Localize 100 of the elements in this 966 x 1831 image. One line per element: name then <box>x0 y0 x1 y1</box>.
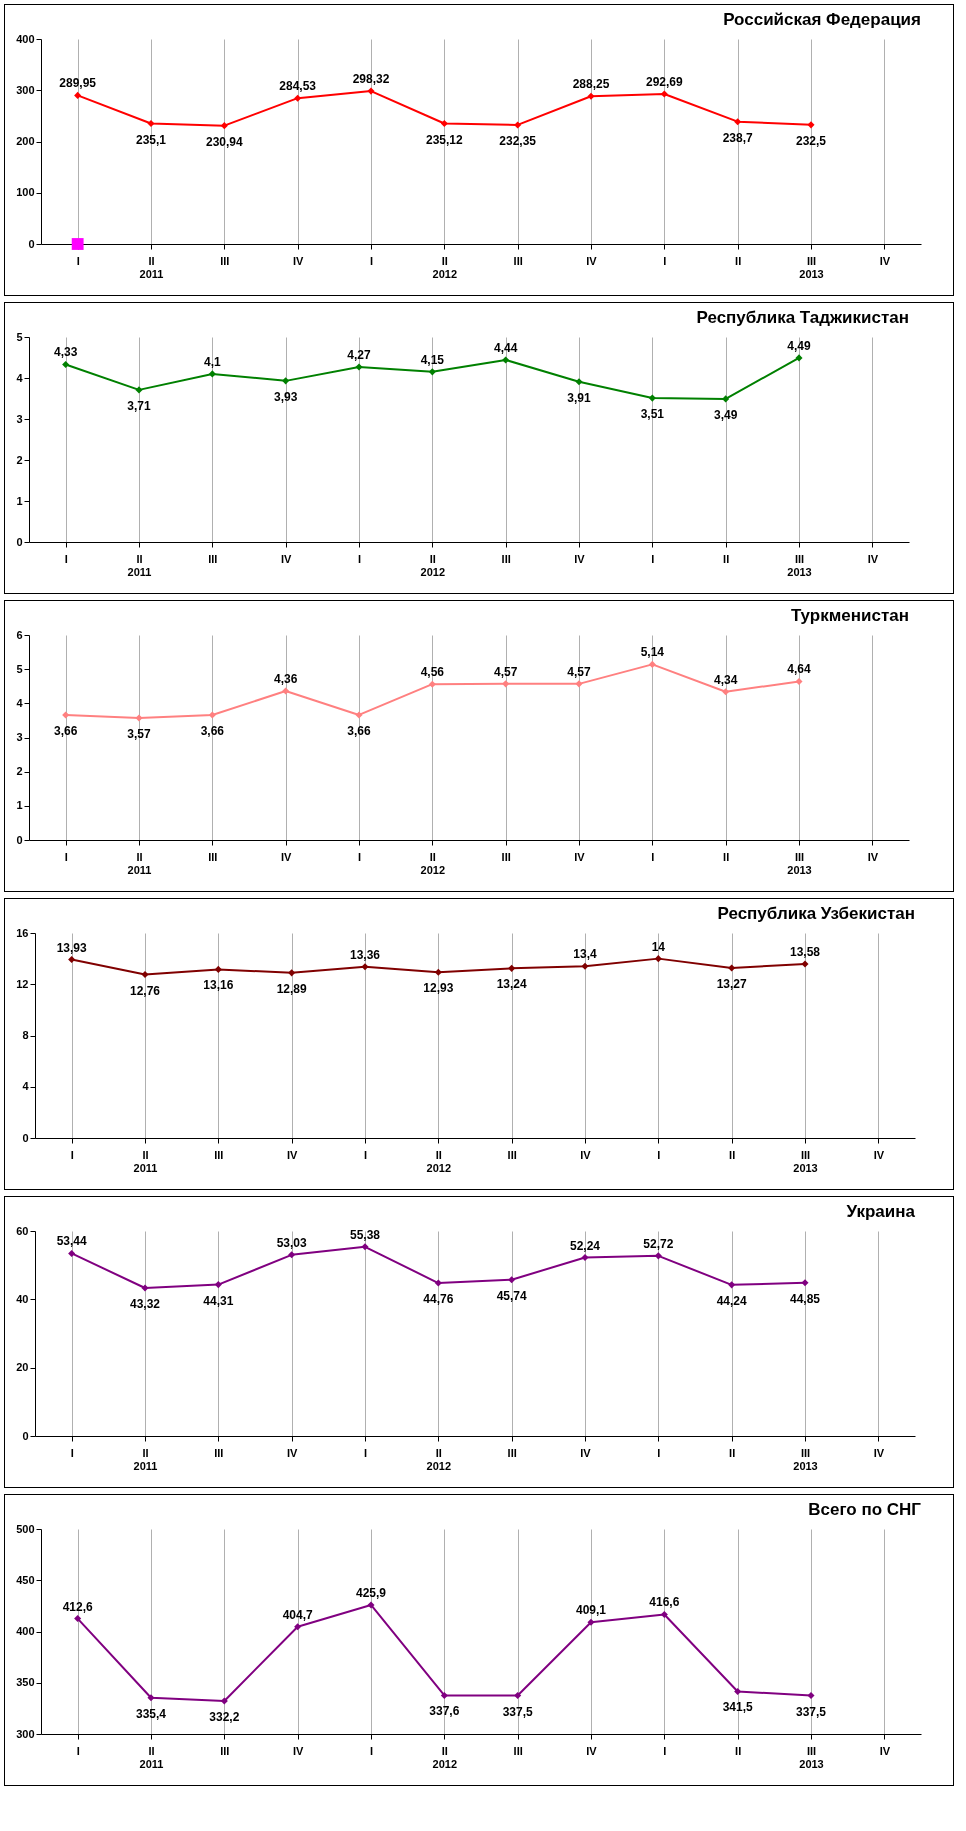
y-tick-label: 2 <box>16 453 23 466</box>
data-label: 4,27 <box>347 347 371 362</box>
chart-title: Всего по СНГ <box>808 1500 922 1519</box>
x-tick-label: II 2011 <box>127 850 152 876</box>
chart-title: Республика Узбекистан <box>717 904 915 923</box>
x-tick-label: IV <box>586 254 598 267</box>
data-label: 4,15 <box>420 352 445 367</box>
point <box>502 680 510 688</box>
point <box>367 1601 375 1609</box>
x-tick-label: I <box>363 1148 368 1161</box>
x-tick-label: III <box>208 850 218 863</box>
y-tick-label: 40 <box>16 1292 29 1305</box>
data-label: 4,33 <box>53 345 78 360</box>
data-label: 44,31 <box>203 1293 234 1308</box>
data-label: 409,1 <box>575 1603 607 1618</box>
data-label: 4,49 <box>787 338 811 353</box>
point <box>428 680 436 688</box>
point <box>428 368 436 376</box>
point <box>141 1284 149 1292</box>
point <box>728 964 736 972</box>
x-tick-label: IV <box>873 1446 885 1459</box>
point <box>135 386 143 394</box>
point <box>502 356 510 364</box>
data-label: 288,25 <box>572 77 610 92</box>
data-label: 12,76 <box>129 983 161 998</box>
data-label: 55,38 <box>349 1227 381 1242</box>
data-label: 337,5 <box>502 1704 534 1719</box>
point <box>734 118 742 126</box>
point <box>660 1610 668 1619</box>
point <box>581 1253 589 1262</box>
x-tick-label: IV <box>574 850 586 863</box>
data-label: 52,72 <box>643 1236 674 1251</box>
data-label: 5,14 <box>640 645 665 660</box>
x-tick-label: II 2012 <box>420 552 446 578</box>
y-tick-label: 6 <box>16 628 23 641</box>
data-label: 337,5 <box>795 1704 827 1719</box>
point <box>68 1249 76 1257</box>
data-label: 3,49 <box>713 407 738 422</box>
x-tick-label: I <box>363 1446 368 1459</box>
data-label: 232,5 <box>795 133 827 148</box>
data-label: 238,7 <box>722 130 754 145</box>
x-tick-label: III 2013 <box>793 1446 818 1472</box>
x-tick-label: I <box>651 552 655 565</box>
x-tick-label: IV <box>879 254 891 267</box>
point <box>654 1252 662 1260</box>
point <box>282 687 290 695</box>
x-tick-label: II <box>735 1744 742 1757</box>
data-label: 3,57 <box>127 727 151 742</box>
y-tick-label: 1 <box>16 494 23 507</box>
point <box>648 394 656 402</box>
data-label: 53,44 <box>56 1234 88 1249</box>
x-tick-label: III <box>501 850 511 863</box>
x-tick-label: III <box>214 1148 224 1161</box>
y-tick-label: 4 <box>16 371 24 384</box>
data-label: 4,64 <box>787 662 811 677</box>
data-label: 3,93 <box>273 389 298 404</box>
point <box>795 677 803 685</box>
x-tick-label: II <box>723 850 730 863</box>
data-label: 52,24 <box>569 1238 601 1253</box>
point <box>355 363 363 371</box>
data-label: 4,1 <box>203 354 221 369</box>
chart-title: Республика Таджикистан <box>696 308 909 327</box>
point <box>434 1279 442 1287</box>
data-label: 45,74 <box>496 1288 528 1303</box>
y-tick-label: 5 <box>16 662 23 675</box>
x-tick-label: IV <box>286 1446 299 1459</box>
x-tick-label: IV <box>574 552 586 565</box>
data-label: 232,35 <box>499 133 537 148</box>
data-label: 4,44 <box>493 340 518 355</box>
x-tick-label: II 2011 <box>133 1446 158 1472</box>
point <box>508 1276 516 1284</box>
x-tick-label: I <box>369 254 374 267</box>
x-tick-label: IV <box>867 552 879 565</box>
x-tick-label: III 2013 <box>787 552 812 578</box>
data-label: 425,9 <box>355 1585 387 1600</box>
data-label: 3,71 <box>127 398 151 413</box>
x-tick-label: II 2011 <box>139 1744 164 1770</box>
data-label: 13,36 <box>349 947 381 962</box>
x-tick-label: III 2013 <box>799 254 824 280</box>
data-label: 284,53 <box>279 79 317 94</box>
point <box>220 1697 228 1705</box>
data-label: 4,57 <box>493 664 518 679</box>
point <box>514 121 522 129</box>
data-label: 3,51 <box>640 407 665 422</box>
point <box>147 1694 155 1702</box>
point <box>294 94 302 102</box>
data-label: 3,66 <box>53 723 78 738</box>
data-label: 341,5 <box>722 1700 754 1715</box>
x-tick-label: II 2012 <box>420 850 446 876</box>
x-tick-label: IV <box>580 1446 592 1459</box>
point <box>147 119 155 128</box>
point <box>141 970 149 979</box>
x-tick-label: III 2013 <box>799 1744 824 1770</box>
x-tick-label: III <box>513 1744 523 1757</box>
point <box>214 965 222 973</box>
data-label: 235,1 <box>135 132 167 147</box>
x-tick-label: I <box>357 552 362 565</box>
point <box>361 1243 369 1251</box>
chart-title: Российская Федерация <box>723 10 921 29</box>
y-tick-label: 300 <box>16 83 35 96</box>
